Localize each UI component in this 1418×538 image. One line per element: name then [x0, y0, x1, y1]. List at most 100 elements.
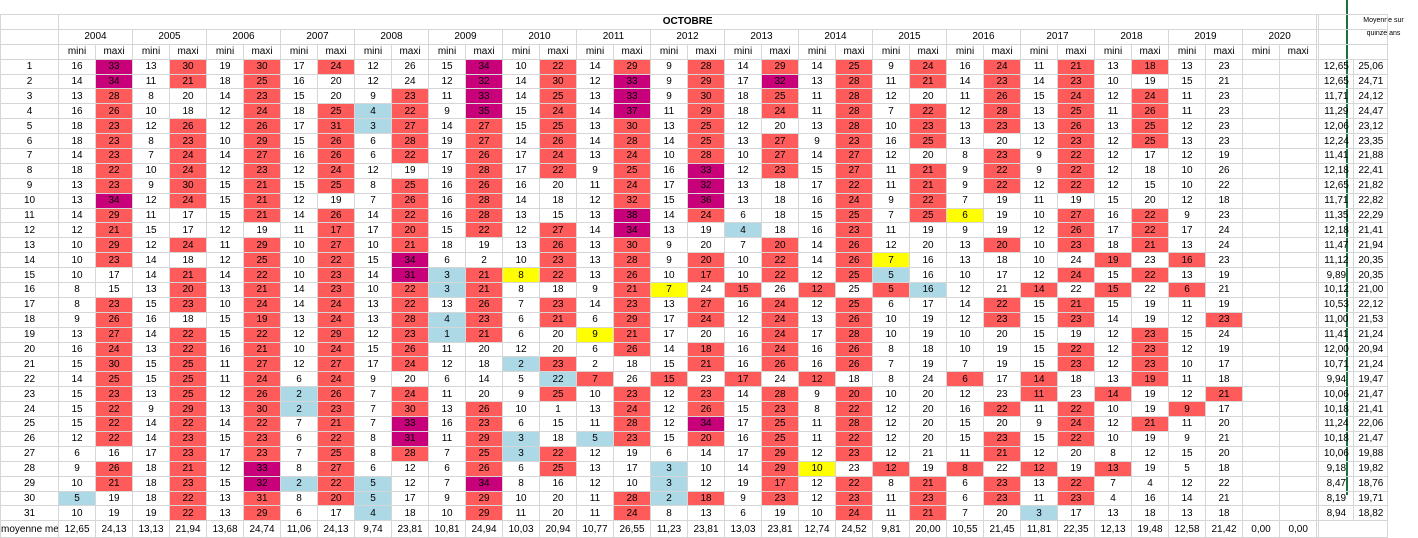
- maxi-cell[interactable]: 25: [539, 118, 577, 135]
- mini-cell[interactable]: 15: [502, 103, 540, 120]
- maxi-cell[interactable]: 20: [983, 237, 1021, 254]
- maxi-cell[interactable]: 13: [687, 505, 725, 522]
- mini-cell[interactable]: 13: [132, 386, 170, 403]
- mini-cell[interactable]: 12: [650, 416, 688, 432]
- avg-mini-cell[interactable]: 12,00: [1318, 341, 1355, 358]
- maxi-cell[interactable]: [1278, 475, 1318, 492]
- mini-cell[interactable]: [1242, 177, 1280, 194]
- mini-header[interactable]: mini: [206, 43, 244, 60]
- mini-cell[interactable]: 11: [576, 416, 614, 432]
- mini-cell[interactable]: 11: [576, 505, 614, 522]
- mini-cell[interactable]: 7: [280, 416, 318, 432]
- mini-cell[interactable]: 14: [502, 133, 540, 150]
- maxi-cell[interactable]: 23: [95, 177, 133, 194]
- mini-cell[interactable]: 9: [650, 58, 688, 75]
- maxi-cell[interactable]: 22: [539, 267, 577, 284]
- mini-cell[interactable]: [1242, 88, 1280, 105]
- maxi-header[interactable]: maxi: [761, 43, 799, 60]
- monthly-mean-cell[interactable]: 11,06: [280, 520, 318, 538]
- maxi-cell[interactable]: 19: [983, 222, 1021, 239]
- maxi-cell[interactable]: 26: [391, 192, 429, 209]
- mini-cell[interactable]: 16: [1094, 207, 1132, 224]
- maxi-cell[interactable]: 19: [613, 445, 651, 462]
- monthly-mean-cell[interactable]: 26,55: [613, 520, 651, 538]
- maxi-cell[interactable]: 22: [1057, 430, 1095, 447]
- maxi-cell[interactable]: 19: [1131, 73, 1169, 90]
- mini-cell[interactable]: 8: [280, 490, 318, 507]
- maxi-cell[interactable]: 19: [761, 505, 799, 522]
- mini-cell[interactable]: 10: [1020, 252, 1058, 269]
- mini-cell[interactable]: 9: [1168, 207, 1206, 224]
- mini-cell[interactable]: 14: [576, 296, 614, 313]
- mini-cell[interactable]: 9: [724, 490, 762, 507]
- mini-cell[interactable]: 14: [132, 326, 170, 343]
- maxi-cell[interactable]: 28: [95, 88, 133, 105]
- mini-cell[interactable]: [1242, 148, 1280, 164]
- day-number[interactable]: 5: [0, 118, 59, 135]
- maxi-cell[interactable]: 32: [613, 192, 651, 209]
- maxi-cell[interactable]: 12: [687, 475, 725, 492]
- maxi-cell[interactable]: 18: [687, 341, 725, 358]
- mini-cell[interactable]: 14: [724, 460, 762, 477]
- maxi-cell[interactable]: 23: [983, 118, 1021, 135]
- mini-cell[interactable]: 12: [58, 430, 96, 447]
- monthly-mean-cell[interactable]: 9,74: [354, 520, 392, 538]
- maxi-cell[interactable]: 18: [539, 430, 577, 447]
- day-number[interactable]: 30: [0, 490, 59, 507]
- mini-cell[interactable]: 2: [280, 401, 318, 418]
- mini-cell[interactable]: 19: [206, 58, 244, 75]
- mini-cell[interactable]: 9: [428, 103, 466, 120]
- mini-cell[interactable]: 10: [58, 267, 96, 284]
- mini-cell[interactable]: 14: [576, 133, 614, 150]
- maxi-cell[interactable]: 25: [1131, 133, 1169, 150]
- maxi-cell[interactable]: 25: [909, 207, 947, 224]
- mini-cell[interactable]: 12: [1020, 460, 1058, 477]
- maxi-cell[interactable]: [1278, 88, 1318, 105]
- mini-cell[interactable]: 4: [724, 222, 762, 239]
- mini-cell[interactable]: 15: [650, 430, 688, 447]
- maxi-header[interactable]: maxi: [983, 43, 1021, 60]
- maxi-cell[interactable]: 23: [317, 267, 355, 284]
- maxi-cell[interactable]: 20: [465, 341, 503, 358]
- maxi-cell[interactable]: 24: [909, 371, 947, 388]
- mini-header[interactable]: mini: [798, 43, 836, 60]
- mini-cell[interactable]: 12: [798, 267, 836, 284]
- mini-cell[interactable]: 17: [428, 148, 466, 164]
- mini-cell[interactable]: [1242, 505, 1280, 522]
- mini-cell[interactable]: 3: [428, 267, 466, 284]
- mini-cell[interactable]: 13: [206, 505, 244, 522]
- mini-cell[interactable]: 10: [132, 162, 170, 179]
- mini-cell[interactable]: 13: [1020, 118, 1058, 135]
- avg-mini-cell[interactable]: 11,24: [1318, 416, 1355, 432]
- mini-cell[interactable]: 10: [724, 148, 762, 164]
- maxi-cell[interactable]: 26: [613, 341, 651, 358]
- mini-cell[interactable]: 9: [1020, 162, 1058, 179]
- mini-cell[interactable]: 9: [650, 73, 688, 90]
- mini-cell[interactable]: 3: [650, 475, 688, 492]
- maxi-cell[interactable]: 26: [317, 386, 355, 403]
- mini-cell[interactable]: 15: [428, 222, 466, 239]
- maxi-cell[interactable]: 23: [613, 430, 651, 447]
- maxi-cell[interactable]: [1278, 296, 1318, 313]
- mini-cell[interactable]: 15: [206, 475, 244, 492]
- mini-cell[interactable]: 13: [132, 282, 170, 298]
- maxi-cell[interactable]: 4: [1131, 475, 1169, 492]
- year-header[interactable]: 2017: [1020, 28, 1095, 45]
- mini-cell[interactable]: 3: [428, 282, 466, 298]
- avg-mini-cell[interactable]: 8,19: [1318, 490, 1355, 507]
- maxi-cell[interactable]: 22: [1057, 162, 1095, 179]
- mini-cell[interactable]: 15: [1020, 356, 1058, 373]
- mini-cell[interactable]: 12: [428, 73, 466, 90]
- maxi-cell[interactable]: 30: [169, 177, 207, 194]
- maxi-cell[interactable]: 20: [835, 386, 873, 403]
- maxi-cell[interactable]: 12: [391, 475, 429, 492]
- mini-cell[interactable]: 7: [354, 416, 392, 432]
- mini-cell[interactable]: [1242, 267, 1280, 284]
- mini-cell[interactable]: 13: [650, 118, 688, 135]
- maxi-cell[interactable]: [1278, 341, 1318, 358]
- mini-cell[interactable]: 14: [58, 148, 96, 164]
- mini-cell[interactable]: 7: [354, 401, 392, 418]
- mini-cell[interactable]: 15: [428, 58, 466, 75]
- mini-cell[interactable]: 13: [1094, 58, 1132, 75]
- maxi-cell[interactable]: 16: [539, 475, 577, 492]
